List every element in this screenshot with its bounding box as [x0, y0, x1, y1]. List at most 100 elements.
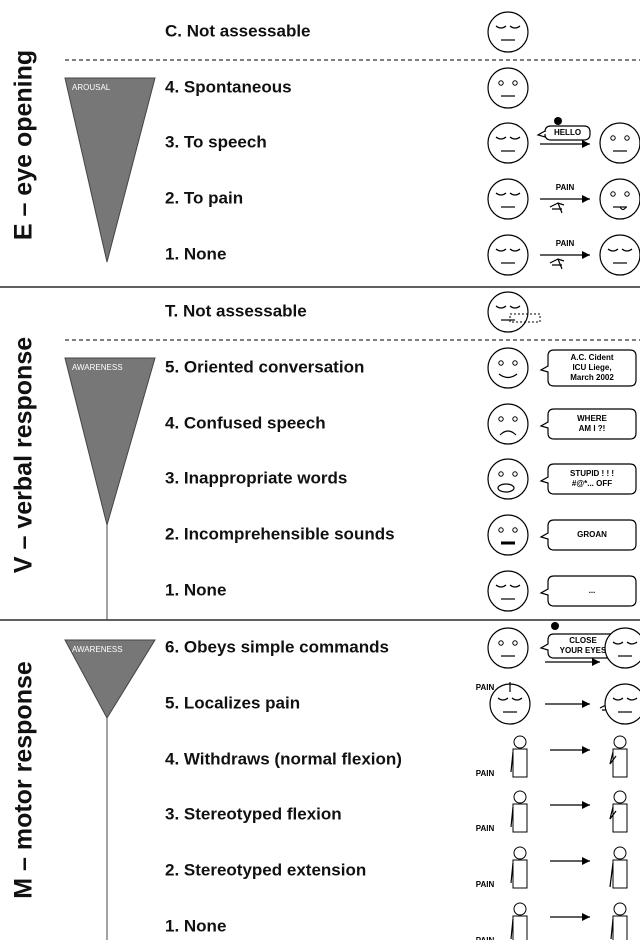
face — [487, 234, 529, 276]
arrow-head — [582, 251, 590, 259]
arrow-head — [582, 801, 590, 809]
face — [487, 291, 529, 333]
icon-text: HELLO — [554, 128, 581, 137]
arm — [610, 918, 614, 940]
eye — [621, 248, 633, 252]
icon-text: PAIN — [556, 239, 575, 248]
arrow-head — [582, 913, 590, 921]
icon-text: March 2002 — [570, 373, 614, 382]
mouth — [499, 430, 517, 436]
arm — [510, 806, 514, 828]
face — [487, 122, 529, 164]
face — [487, 347, 529, 389]
speech-bubble — [536, 125, 591, 141]
face — [487, 570, 529, 612]
arm — [510, 862, 514, 884]
eye — [624, 135, 630, 141]
body — [612, 803, 628, 833]
arrow-head — [582, 857, 590, 865]
item-label: 3. To speech — [165, 132, 267, 151]
face — [487, 514, 529, 556]
face — [487, 627, 529, 669]
arm — [510, 918, 514, 940]
item-label: 1. None — [165, 580, 226, 599]
icon-text: A.C. Cident — [570, 353, 613, 362]
speech-bubble — [539, 575, 637, 607]
eye — [512, 416, 518, 422]
head — [513, 735, 527, 749]
eye — [610, 135, 616, 141]
scale-triangle — [64, 357, 156, 527]
icon-text: STUPID ! ! ! — [570, 469, 614, 478]
speech-bubble — [539, 408, 637, 440]
scale-triangle — [64, 639, 156, 720]
face — [487, 458, 529, 500]
item-label: 4. Withdraws (normal flexion) — [165, 749, 402, 768]
eye — [495, 305, 507, 309]
eye — [509, 248, 521, 252]
eye — [509, 136, 521, 140]
icon-text: ICU Liege, — [572, 363, 611, 372]
item-label: 5. Oriented conversation — [165, 357, 364, 376]
item-label: T. Not assessable — [165, 301, 307, 320]
scale-triangle — [64, 77, 156, 263]
body — [512, 748, 528, 778]
item-label: 3. Stereotyped flexion — [165, 804, 342, 823]
face — [487, 67, 529, 109]
head — [513, 790, 527, 804]
arm — [510, 751, 514, 773]
eye — [498, 527, 504, 533]
arrow-head — [582, 195, 590, 203]
eye — [498, 416, 504, 422]
face — [487, 178, 529, 220]
face — [599, 234, 640, 276]
icon-text: PAIN — [476, 824, 495, 833]
eye — [495, 25, 507, 29]
eye — [498, 80, 504, 86]
arm — [609, 751, 617, 765]
arm — [609, 862, 614, 888]
item-label: 4. Confused speech — [165, 413, 326, 432]
eye — [612, 697, 624, 701]
item-label: 1. None — [165, 244, 226, 263]
icon-text: PAIN — [476, 936, 495, 940]
item-label: 1. None — [165, 916, 226, 935]
eye — [495, 136, 507, 140]
eye — [607, 248, 619, 252]
icon-text: PAIN — [476, 683, 495, 692]
eye — [511, 697, 523, 701]
icon-text: AM I ?! — [579, 424, 606, 433]
tongue — [619, 206, 627, 211]
hand — [549, 258, 565, 270]
eye — [626, 697, 638, 701]
eye — [495, 192, 507, 196]
face — [604, 683, 640, 725]
eye — [512, 527, 518, 533]
item-label: 2. Incomprehensible sounds — [165, 524, 395, 543]
head — [613, 735, 627, 749]
mouth — [498, 373, 518, 379]
eye — [612, 641, 624, 645]
eye — [512, 80, 518, 86]
icon-text: GROAN — [577, 530, 607, 539]
eye — [512, 471, 518, 477]
section-label: E – eye opening — [10, 50, 38, 240]
eye — [512, 360, 518, 366]
icon-text: PAIN — [476, 769, 495, 778]
body — [512, 915, 528, 940]
icon-text: CLOSE — [569, 636, 597, 645]
face — [604, 627, 640, 669]
arrow-head — [582, 700, 590, 708]
icon-text: PAIN — [556, 183, 575, 192]
item-label: 2. Stereotyped extension — [165, 860, 366, 879]
tube — [509, 313, 541, 323]
scale-label: AWARENESS — [72, 645, 123, 654]
item-label: 2. To pain — [165, 188, 243, 207]
eye — [509, 25, 521, 29]
mouth — [497, 483, 515, 493]
section-label: M – motor response — [10, 661, 38, 899]
eye — [512, 640, 518, 646]
scale-label: AWARENESS — [72, 363, 123, 372]
head — [613, 790, 627, 804]
icon-text: #@*... OFF — [572, 479, 612, 488]
